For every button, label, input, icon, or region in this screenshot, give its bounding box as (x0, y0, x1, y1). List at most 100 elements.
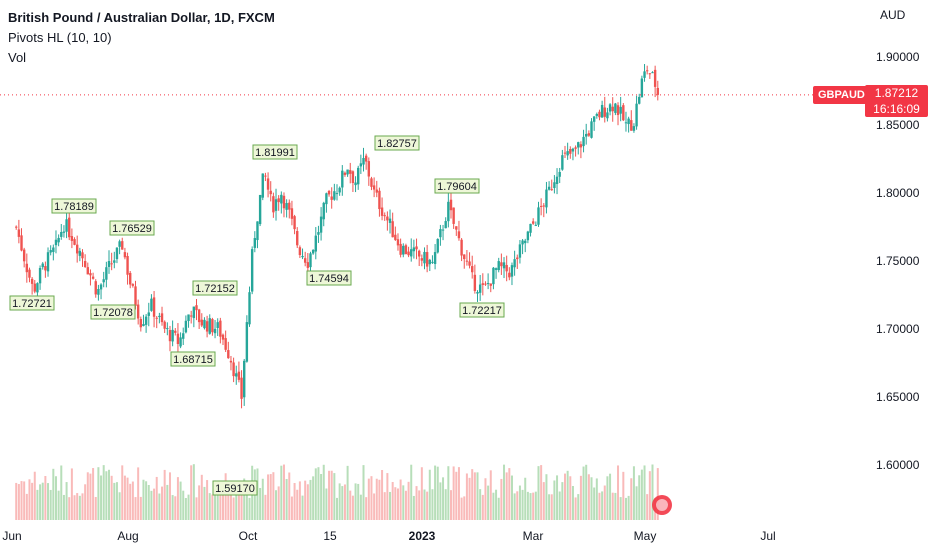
volume-bar (62, 494, 65, 520)
volume-bar (222, 483, 225, 520)
volume-bar (391, 482, 394, 520)
candle-body (447, 201, 450, 222)
volume-bar (290, 496, 293, 520)
candle-body (115, 247, 119, 260)
volume-bar (97, 467, 100, 520)
volume-bar (537, 466, 540, 520)
volume-bar (224, 473, 227, 520)
y-tick-label: 1.70000 (876, 322, 920, 336)
svg-text:1.81991: 1.81991 (255, 147, 295, 159)
volume-label[interactable]: Vol (8, 50, 27, 65)
volume-bar (78, 495, 81, 520)
candle-body (20, 235, 23, 251)
candle-body (150, 298, 153, 311)
volume-bar (452, 466, 455, 520)
indicator-label[interactable]: Pivots HL (10, 10) (8, 30, 112, 45)
volume-bar (203, 486, 206, 520)
candle-body (256, 221, 259, 241)
candle-body (473, 274, 477, 291)
candle-body (341, 170, 344, 188)
event-marker-inner-icon (656, 499, 668, 511)
volume-bar (129, 483, 132, 520)
volume-bar (585, 464, 588, 520)
pivot-high-label: 1.81991 (252, 144, 298, 160)
candle-body (144, 316, 148, 325)
volume-bar (569, 476, 572, 520)
svg-text:1.72217: 1.72217 (462, 305, 502, 317)
candle-body (510, 265, 514, 277)
volume-bar (137, 467, 140, 520)
candle-body (182, 333, 185, 339)
volume-bar (296, 489, 299, 520)
svg-text:1.72721: 1.72721 (12, 298, 52, 310)
candle-body (386, 216, 389, 221)
volume-bar (306, 484, 309, 520)
volume-bar (171, 495, 174, 520)
volume-bar (455, 471, 458, 520)
candle-body (561, 155, 564, 170)
candle-body (542, 205, 545, 207)
volume-bar (354, 483, 357, 520)
candle-body (364, 155, 368, 162)
volume-bar (457, 467, 460, 520)
volume-bar (52, 468, 55, 520)
last-price-tag: 1.87212 16:16:09 (865, 85, 928, 117)
candle-body (656, 87, 659, 95)
candle-body (306, 262, 310, 268)
candle-body (129, 272, 132, 285)
volume-bar (277, 486, 280, 520)
volume-bar (540, 465, 543, 520)
volume-bar (410, 464, 413, 520)
volume-bar (556, 475, 559, 520)
volume-bar (293, 483, 296, 520)
symbol-title[interactable]: British Pound / Australian Dollar, 1D, F… (8, 10, 275, 25)
volume-bar (298, 481, 301, 520)
candle-body (645, 70, 649, 72)
candle-body (508, 272, 511, 278)
volume-bar (439, 482, 442, 520)
candle-body (293, 216, 296, 230)
x-tick-label: May (634, 529, 657, 543)
volume-bar (428, 469, 431, 520)
volume-bar (187, 494, 190, 520)
candle-body (577, 142, 580, 148)
volume-bar (508, 468, 511, 520)
candle-body (415, 246, 418, 250)
volume-bar (60, 465, 63, 520)
volume-bar (39, 484, 42, 520)
volume-bar (505, 472, 508, 520)
candle-body (539, 205, 543, 207)
candle-body (439, 229, 442, 238)
candle-body (110, 263, 113, 265)
chart-legend: British Pound / Australian Dollar, 1D, F… (8, 8, 275, 68)
candle-body (253, 238, 257, 248)
volume-bar (280, 465, 283, 520)
candle-body (417, 250, 421, 257)
volume-bar (603, 485, 606, 520)
volume-bar (524, 477, 527, 520)
candle-body (423, 251, 426, 264)
volume-bar (500, 478, 503, 520)
volume-bar (153, 488, 156, 520)
candle-body (15, 226, 18, 228)
volume-bar (635, 486, 638, 520)
candle-body (68, 217, 71, 238)
candle-body (635, 103, 638, 127)
candle-body (563, 152, 567, 154)
volume-bar (492, 492, 495, 520)
pivot-low-label: 1.72721 (9, 295, 55, 311)
candle-body (327, 190, 331, 195)
candle-body (99, 284, 103, 290)
candle-body (399, 243, 402, 255)
candle-body (317, 232, 320, 235)
candle-body (566, 151, 569, 156)
candle-body (449, 199, 453, 211)
candle-body (486, 283, 490, 285)
volume-bar (110, 475, 113, 520)
candle-body (224, 338, 227, 350)
volume-bar (402, 485, 405, 520)
volume-bar (609, 473, 612, 520)
symbol-price-tag: GBPAUD (813, 86, 870, 104)
volume-bar (534, 491, 537, 520)
